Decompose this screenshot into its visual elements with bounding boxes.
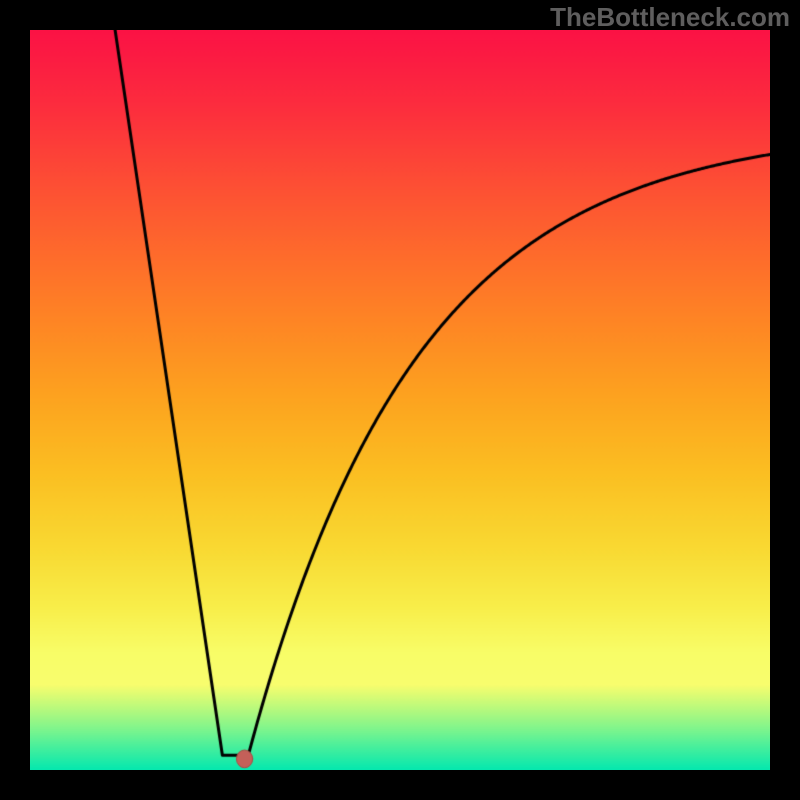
gradient-canvas (30, 30, 770, 770)
watermark-text: TheBottleneck.com (550, 2, 790, 33)
chart-plot-area (30, 30, 770, 770)
